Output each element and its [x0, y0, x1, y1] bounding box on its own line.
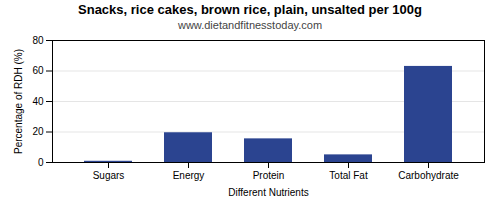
svg-text:40: 40: [32, 96, 44, 107]
svg-text:80: 80: [32, 35, 44, 46]
svg-text:Sugars: Sugars: [93, 170, 125, 181]
svg-text:0: 0: [38, 157, 44, 168]
svg-text:Energy: Energy: [173, 170, 205, 181]
svg-text:Different Nutrients: Different Nutrients: [228, 187, 308, 198]
html-text:www.dietandfitnesstoday.com: www.dietandfitnesstoday.com: [178, 19, 322, 31]
svg-text:Percentage of RDH (%): Percentage of RDH (%): [13, 49, 24, 154]
svg-text:Carbohydrate: Carbohydrate: [398, 170, 459, 181]
html-text:Snacks, rice cakes, brown rice: Snacks, rice cakes, brown rice, plain, u…: [78, 2, 422, 17]
svg-text:20: 20: [32, 126, 44, 137]
svg-text:60: 60: [32, 65, 44, 76]
svg-text:Protein: Protein: [253, 170, 285, 181]
svg-text:Total Fat: Total Fat: [329, 170, 368, 181]
